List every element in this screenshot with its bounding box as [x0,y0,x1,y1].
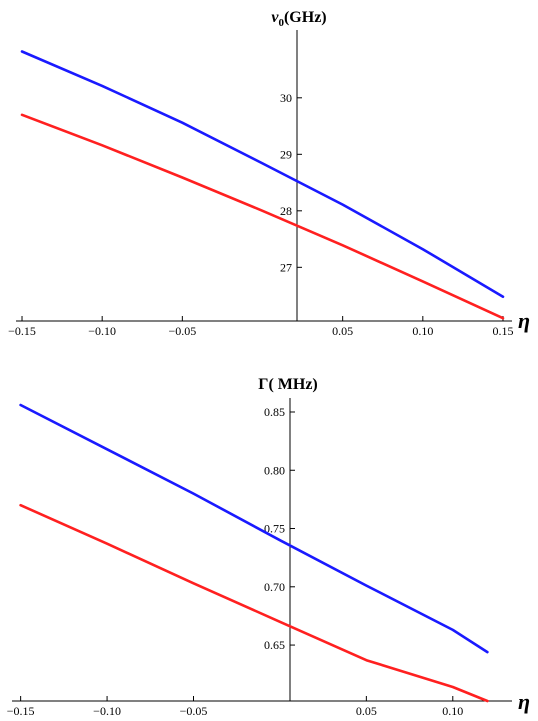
bottom-series-line-blue [19,403,489,654]
top-x-tick-label: 0.05 [332,324,353,338]
bottom-chart-series [19,403,489,703]
bottom-series-line-red [19,503,489,703]
top-x-tick-label: 0.15 [492,324,513,338]
top-series-line-blue [20,50,505,298]
top-chart-xlabel: η [518,308,530,333]
top-x-tick-label: −0.10 [88,324,116,338]
top-series-line-red [20,113,505,320]
top-chart-x-ticks: −0.15 −0.10 −0.05 0.05 0.10 0.15 [8,316,513,338]
top-x-tick-label: −0.15 [8,324,36,338]
top-chart-y-ticks: 27 28 29 30 [280,91,302,274]
bottom-chart-ylabel: Γ( MHz) [258,376,318,393]
bottom-y-tick-label: 0.80 [264,463,285,477]
bottom-y-tick-label: 0.75 [264,522,285,536]
top-x-tick-label: 0.10 [412,324,433,338]
top-y-tick-label: 29 [280,147,292,161]
bottom-x-tick-label: 0.05 [356,704,377,718]
bottom-chart: Γ( MHz) −0.15 −0.10 −0.05 0.05 0.10 0.65 0.70… [7,376,530,718]
bottom-chart-x-ticks: −0.15 −0.10 −0.05 0.05 0.10 [7,696,463,718]
top-y-tick-label: 27 [280,260,292,274]
top-chart-ylabel: ν0(GHz) [271,9,326,29]
top-chart-series [20,50,505,320]
bottom-chart-xlabel: η [518,689,530,714]
bottom-x-tick-label: −0.05 [180,704,208,718]
bottom-y-tick-label: 0.65 [264,638,285,652]
top-y-tick-label: 30 [280,91,292,105]
bottom-x-tick-label: 0.10 [442,704,463,718]
bottom-y-tick-label: 0.85 [264,405,285,419]
bottom-x-tick-label: −0.15 [7,704,35,718]
top-x-tick-label: −0.05 [168,324,196,338]
bottom-x-tick-label: −0.10 [93,704,121,718]
top-y-tick-label: 28 [280,204,292,218]
bottom-chart-y-ticks: 0.65 0.70 0.75 0.80 0.85 [264,405,295,652]
bottom-y-tick-label: 0.70 [264,580,285,594]
top-chart: ν0(GHz) −0.15 −0.10 −0.05 0.05 0.10 0.15 27 28… [8,9,530,338]
